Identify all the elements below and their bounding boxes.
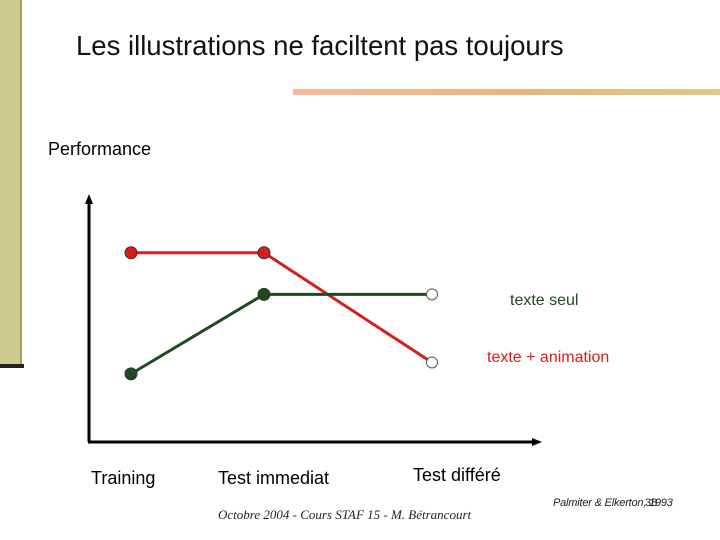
series-label-texte-seul: texte seul [510, 292, 578, 309]
x-tick-label-2: Test immediat [218, 468, 329, 488]
title-underline [293, 89, 720, 95]
x-axis-arrow [532, 438, 542, 446]
data-point-texte-animation-3 [426, 288, 438, 301]
data-point-texte-seul-1 [124, 246, 138, 260]
series-label-texte-animation: texte + animation [487, 349, 609, 366]
x-tick-label-1: Training [91, 468, 155, 488]
series-lines [130, 251, 433, 376]
series-markers [124, 246, 438, 381]
data-point-texte-seul-2 [257, 246, 271, 260]
decorative-side-tick [0, 364, 24, 368]
chart-axes [85, 194, 542, 446]
slide-number: 38 [645, 497, 658, 509]
data-point-texte-animation-1 [124, 367, 138, 381]
series-labels: texte seul texte + animation [487, 292, 609, 366]
slide-footer: Octobre 2004 - Cours STAF 15 - M. Bétran… [218, 507, 472, 522]
x-tick-labels: Training Test immediat Test différé [91, 465, 501, 488]
y-axis-arrow [85, 194, 93, 204]
source-credit: Palmiter & Elkerton, 1993 [553, 497, 673, 509]
y-axis-label: Performance [48, 139, 152, 159]
slide-title: Les illustrations ne faciltent pas toujo… [76, 30, 564, 61]
x-tick-label-3: Test différé [413, 465, 501, 485]
data-point-texte-seul-3 [426, 356, 438, 369]
data-point-texte-animation-2 [257, 287, 271, 301]
decorative-side-bar [0, 0, 22, 366]
